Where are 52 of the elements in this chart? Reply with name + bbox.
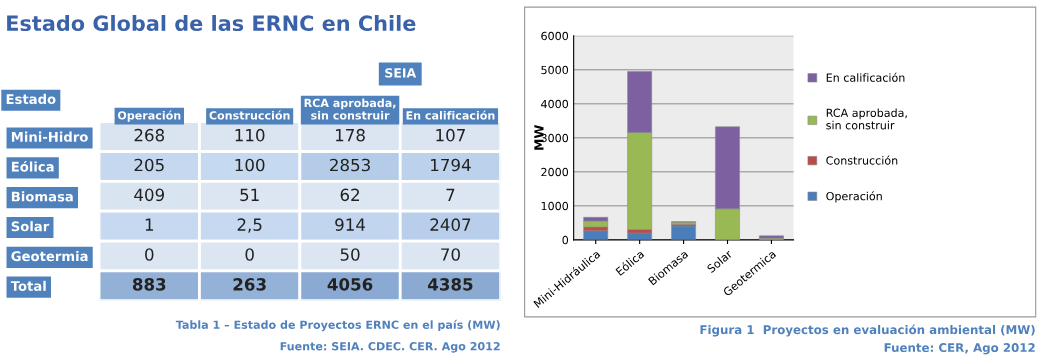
data-label: 2,5 <box>237 218 262 233</box>
y-tick-label: Geotermia <box>11 250 88 262</box>
source-note: Fuente: CER, Ago 2012 <box>884 343 1035 355</box>
y-tick-label: 0 <box>562 235 569 245</box>
y-tick-label: 4000 <box>541 99 569 109</box>
y-tick-label: 3000 <box>541 133 569 143</box>
data-label: 4056 <box>327 278 373 291</box>
text: Tabla 1 – Estado de Proyectos ERNC en el país (MW) <box>175 319 500 332</box>
data-label: 883 <box>132 278 166 291</box>
x-tick-label: RCA aprobada, sin construir <box>304 98 396 120</box>
data-label: 107 <box>436 128 465 142</box>
y-tick-label: 5000 <box>541 65 569 75</box>
legend-label: En calificación <box>826 72 905 82</box>
data-label: 70 <box>441 248 460 261</box>
data-label: 62 <box>340 188 359 202</box>
y-tick-label: Total <box>10 280 46 291</box>
chart-title: Estado Global de las ERNC en Chile <box>7 14 416 32</box>
text: SEIA <box>385 68 417 78</box>
data-label: 263 <box>233 278 266 291</box>
y-tick-label: Biomasa <box>11 191 73 202</box>
data-label: 110 <box>235 128 265 142</box>
x-tick-label: Operación <box>117 110 181 122</box>
data-label: 268 <box>134 128 165 142</box>
y-tick-label: 2000 <box>541 167 569 177</box>
data-label: 409 <box>134 188 165 202</box>
legend-label: Construcción <box>826 155 898 165</box>
data-label: 50 <box>340 248 360 261</box>
data-label: 2407 <box>430 218 471 231</box>
data-label: 0 <box>145 248 154 261</box>
data-label: 51 <box>240 188 259 202</box>
y-tick-label: Solar <box>11 221 50 232</box>
data-label: 2853 <box>330 158 370 172</box>
data-label: 7 <box>446 188 455 201</box>
y-axis-title: MW <box>534 125 544 150</box>
y-tick-label: Mini-Hidro <box>11 131 88 142</box>
x-tick-label: Construcción <box>209 110 290 120</box>
data-label: 178 <box>335 128 365 142</box>
y-tick-label: 1000 <box>541 201 569 211</box>
legend-label: Operación <box>826 191 882 203</box>
data-label: 100 <box>235 158 265 172</box>
data-label: 0 <box>245 248 254 261</box>
data-label: 4385 <box>428 278 473 291</box>
x-tick-label: En calificación <box>406 110 495 120</box>
data-label: 914 <box>335 218 366 231</box>
data-label: 205 <box>134 158 164 172</box>
source-note: Fuente: SEIA. CDEC. CER. Ago 2012 <box>280 341 500 353</box>
y-axis-title: Estado <box>6 93 56 105</box>
y-tick-label: 6000 <box>541 31 569 41</box>
y-tick-label: Eólica <box>11 160 54 172</box>
data-label: 1794 <box>431 158 471 172</box>
text: Figura 1 Proyectos en evaluación ambiental (MW) <box>700 324 1035 337</box>
data-label: 1 <box>145 218 154 231</box>
